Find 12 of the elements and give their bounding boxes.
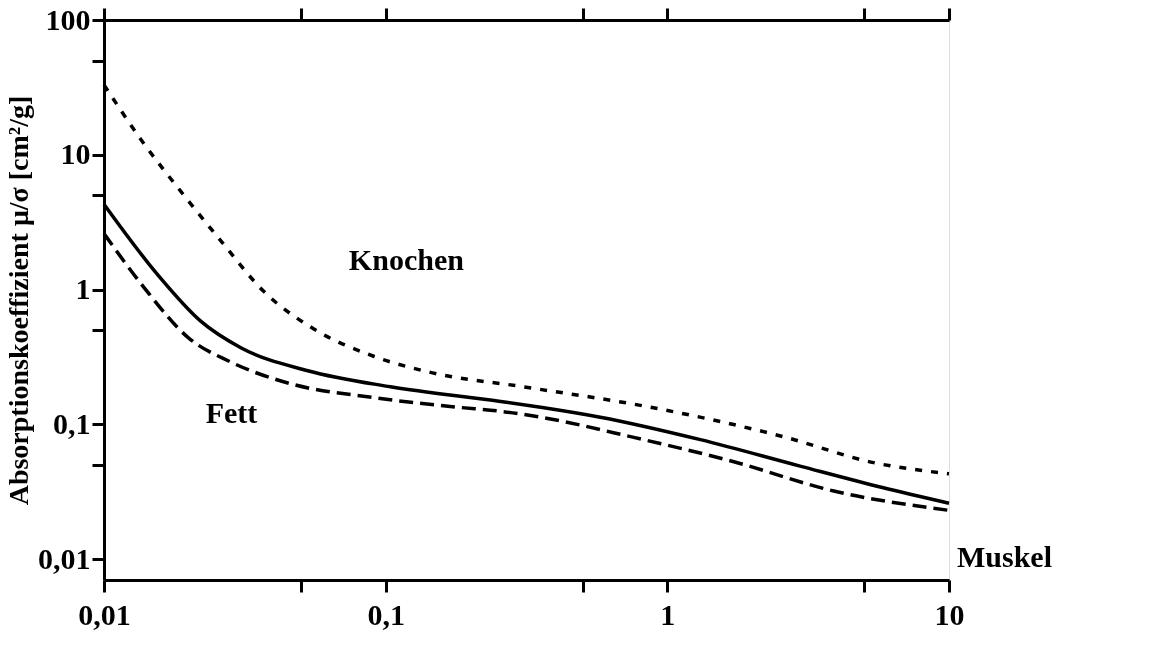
x-tick-label: 1: [660, 597, 676, 631]
y-tick-label: 0,01: [38, 541, 91, 575]
x-tick-label: 10: [934, 597, 965, 631]
y-axis-title: Absorptionskoeffizient μ/σ [cm²/g]: [3, 95, 34, 506]
series-label: Fett: [205, 395, 258, 429]
y-tick-label: 10: [60, 137, 91, 171]
series-label: Muskel: [957, 540, 1053, 574]
y-tick-label: 100: [45, 2, 91, 36]
y-tick-label: 1: [75, 272, 91, 306]
text: Knochen: [348, 242, 465, 276]
y-tick-label: 0,1: [53, 406, 91, 440]
x-tick-label: 0,1: [367, 597, 405, 631]
